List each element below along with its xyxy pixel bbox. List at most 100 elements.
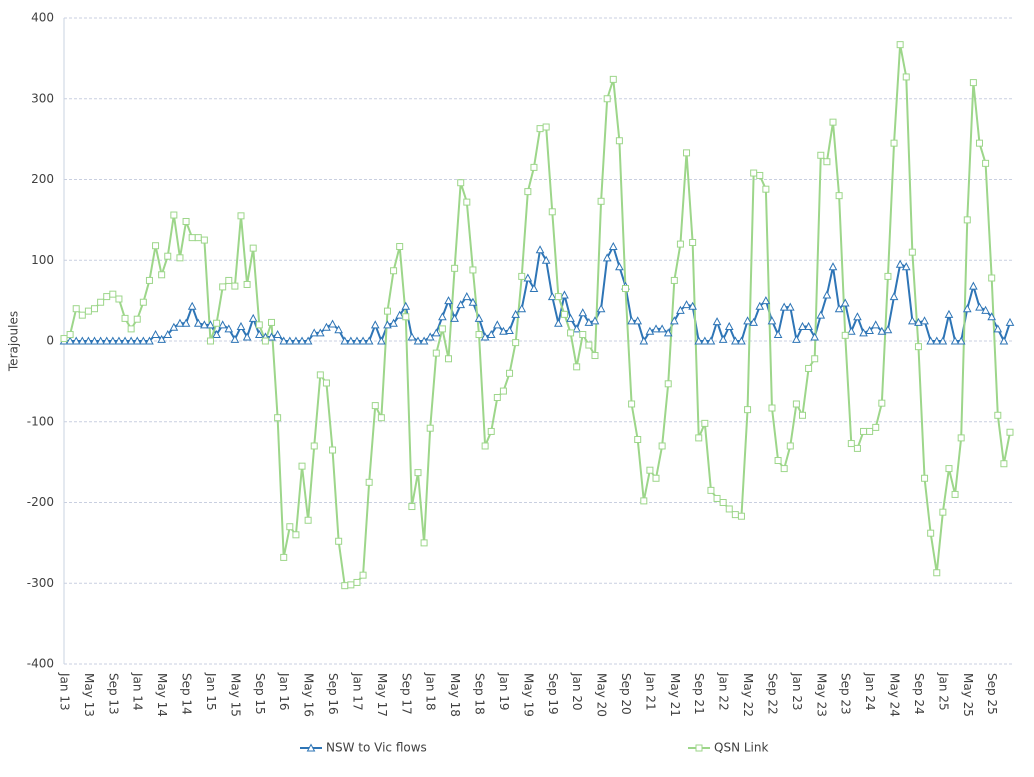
point bbox=[950, 336, 960, 345]
x-tick-label: Jan 15 bbox=[204, 672, 218, 711]
point bbox=[316, 371, 324, 379]
point bbox=[651, 324, 661, 333]
point bbox=[78, 311, 86, 319]
point bbox=[450, 313, 459, 322]
point bbox=[652, 474, 660, 482]
point bbox=[774, 457, 782, 465]
point bbox=[846, 326, 856, 335]
point bbox=[951, 490, 959, 498]
point bbox=[84, 307, 92, 315]
point bbox=[853, 312, 862, 321]
point bbox=[646, 466, 654, 474]
point bbox=[944, 309, 954, 318]
point bbox=[573, 363, 581, 371]
point bbox=[883, 325, 893, 334]
point bbox=[578, 308, 588, 317]
point bbox=[401, 301, 411, 310]
point bbox=[292, 531, 300, 539]
point bbox=[591, 352, 599, 360]
point bbox=[633, 316, 643, 325]
point bbox=[841, 331, 849, 339]
point bbox=[127, 325, 135, 333]
point bbox=[158, 271, 166, 279]
y-tick-label: 400 bbox=[31, 11, 54, 25]
point bbox=[297, 336, 307, 345]
point bbox=[737, 336, 746, 345]
point bbox=[938, 336, 948, 345]
point bbox=[389, 318, 398, 327]
y-axis-label: Terajoules bbox=[7, 311, 21, 372]
point bbox=[157, 334, 166, 343]
x-tick-label: May 16 bbox=[302, 673, 316, 717]
point bbox=[352, 336, 362, 345]
point bbox=[419, 336, 429, 345]
point bbox=[602, 253, 612, 262]
point bbox=[121, 314, 129, 322]
point bbox=[274, 414, 282, 422]
x-tick-label: Jan 21 bbox=[643, 672, 657, 711]
x-tick-label: Sep 24 bbox=[912, 673, 926, 715]
point bbox=[939, 508, 947, 516]
point bbox=[834, 304, 844, 313]
point bbox=[865, 325, 874, 335]
point bbox=[139, 298, 147, 306]
point bbox=[243, 280, 251, 288]
point bbox=[218, 320, 228, 329]
point bbox=[1006, 428, 1014, 436]
point bbox=[469, 266, 477, 274]
point bbox=[982, 159, 990, 167]
point bbox=[309, 328, 319, 337]
x-tick-label: May 23 bbox=[814, 673, 828, 717]
point bbox=[306, 743, 316, 752]
point bbox=[487, 427, 495, 435]
point bbox=[187, 301, 197, 310]
point bbox=[530, 163, 538, 171]
point bbox=[164, 252, 172, 260]
point bbox=[810, 332, 820, 341]
point bbox=[322, 379, 330, 387]
point bbox=[377, 414, 385, 422]
point bbox=[340, 336, 350, 345]
point bbox=[828, 262, 838, 271]
point bbox=[719, 499, 727, 506]
point bbox=[77, 336, 87, 345]
point bbox=[395, 310, 405, 319]
point bbox=[444, 296, 453, 305]
point bbox=[902, 73, 910, 81]
point bbox=[993, 324, 1003, 333]
point bbox=[859, 328, 868, 337]
x-tick-label: Jan 25 bbox=[936, 672, 950, 711]
x-tick-label: Jan 14 bbox=[131, 672, 145, 711]
x-tick-label: May 20 bbox=[595, 673, 609, 717]
point bbox=[683, 149, 691, 157]
point bbox=[181, 318, 191, 327]
point bbox=[456, 300, 466, 309]
point bbox=[603, 95, 611, 103]
point bbox=[414, 469, 422, 477]
point bbox=[695, 434, 703, 442]
x-tick-label: Sep 18 bbox=[473, 673, 487, 715]
point bbox=[536, 125, 544, 133]
point bbox=[969, 281, 978, 290]
point bbox=[860, 427, 868, 435]
x-tick-label: Jan 23 bbox=[790, 672, 804, 711]
x-tick-label: May 15 bbox=[228, 673, 242, 717]
x-tick-label: Sep 17 bbox=[399, 673, 413, 715]
point bbox=[249, 244, 257, 252]
point bbox=[402, 313, 410, 321]
point bbox=[920, 316, 929, 325]
point bbox=[804, 321, 813, 330]
point bbox=[353, 578, 361, 586]
point bbox=[608, 241, 618, 251]
point bbox=[499, 326, 508, 335]
point bbox=[956, 336, 966, 345]
point bbox=[579, 331, 587, 339]
point bbox=[425, 332, 435, 341]
point bbox=[303, 336, 313, 345]
x-tick-label: Jan 16 bbox=[277, 672, 291, 711]
x-tick-label: May 17 bbox=[375, 673, 389, 717]
point bbox=[126, 336, 136, 345]
point bbox=[420, 539, 428, 547]
point bbox=[627, 316, 636, 325]
